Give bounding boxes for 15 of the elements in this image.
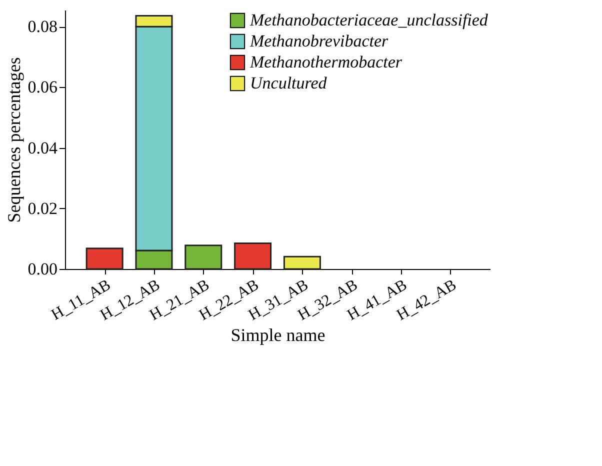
y-tick-label: 0.04 — [28, 138, 58, 158]
y-tick-label: 0.06 — [28, 78, 58, 97]
bar — [234, 242, 272, 270]
y-axis-title: Sequences percentages — [4, 57, 24, 223]
y-tick-label: 0.02 — [28, 198, 58, 218]
bar — [184, 244, 222, 270]
bar — [283, 256, 321, 270]
y-tick-label: 0.08 — [28, 17, 58, 36]
y-tick-label: 0.00 — [28, 260, 58, 278]
legend-label: Methanobrevibacter — [249, 32, 389, 50]
legend-label: Uncultured — [250, 74, 328, 92]
x-axis-title: Simple name — [230, 325, 326, 346]
bar — [86, 248, 124, 270]
legend-label: Methanobacteriaceae_unclassified — [249, 10, 488, 30]
legend-label: Methanothermobacter — [249, 52, 402, 72]
